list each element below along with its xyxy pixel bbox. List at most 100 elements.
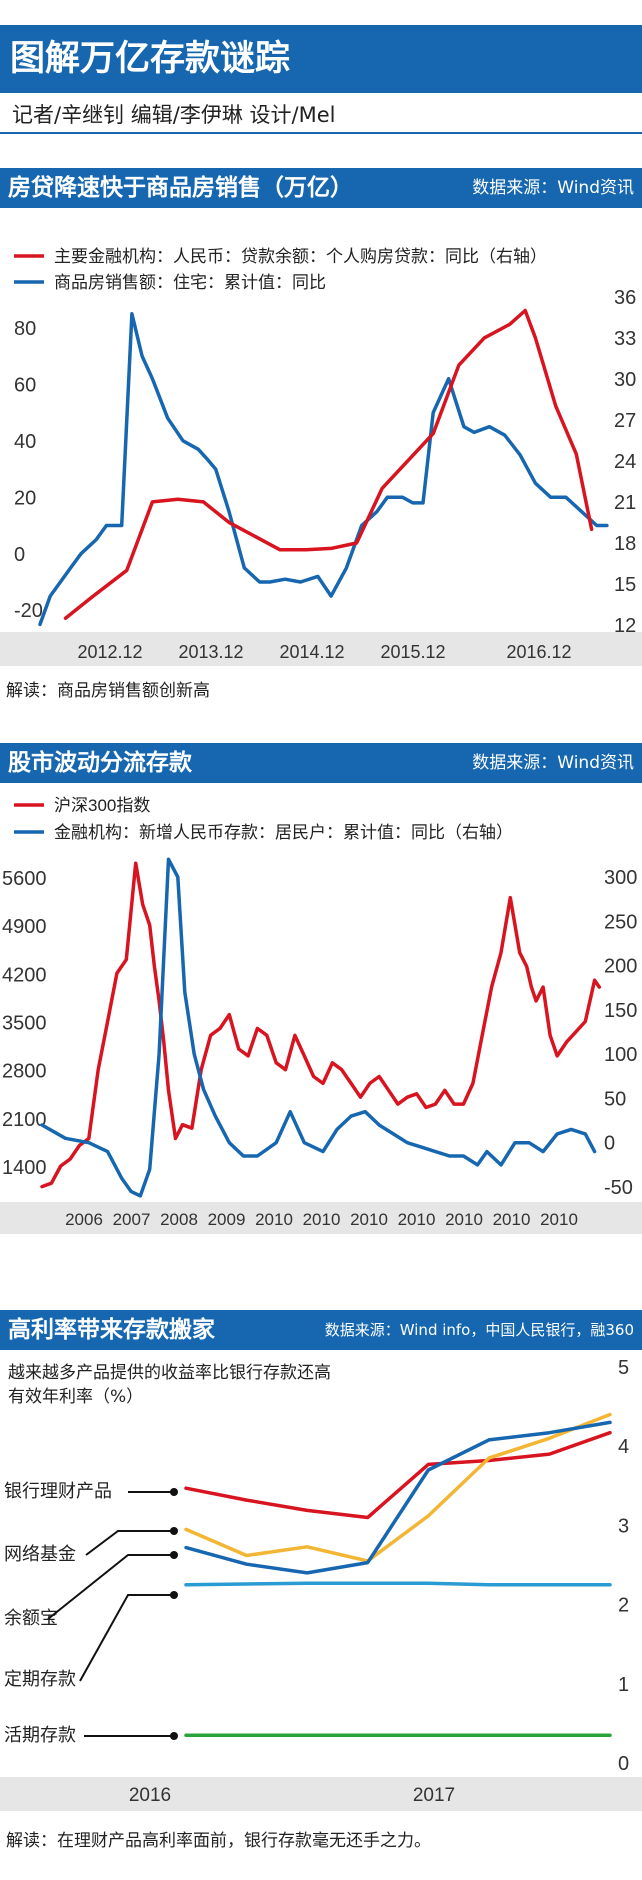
y-right-tick-label: 100 [604,1044,637,1066]
x-tick-label: 2014.12 [279,642,344,662]
y-left-tick-label: 40 [14,431,36,453]
y-left-tick-label: 2800 [2,1061,47,1083]
series-line-red [184,1430,612,1520]
chart2-x-band [0,1202,642,1234]
y-right-tick-label: 24 [614,451,636,473]
leader-dot [170,1488,178,1496]
legend-label: 沪深300指数 [54,796,150,815]
x-tick-label: 2010 [493,1210,531,1229]
series-line-red [40,861,602,1189]
leader-line [47,1554,174,1620]
y-tick-label: 2 [618,1595,629,1617]
x-tick-label: 2009 [208,1210,246,1229]
y-tick-label: 3 [618,1515,629,1537]
y-right-tick-label: 50 [604,1088,626,1110]
x-tick-label: 2010 [350,1210,388,1229]
x-tick-label: 2006 [65,1210,103,1229]
section3-source: 数据来源：Wind info，中国人民银行，融360 [324,1321,634,1339]
series-label: 余额宝 [4,1608,58,1628]
leader-dot [170,1551,178,1559]
y-tick-label: 0 [618,1753,629,1775]
y-left-tick-label: 0 [14,544,25,566]
leader-dot [170,1527,178,1535]
series-line-blue [184,1420,612,1575]
series-label: 定期存款 [4,1669,76,1689]
y-right-tick-label: 200 [604,956,637,978]
credits: 记者/辛继钊 编辑/李伊琳 设计/Mel [12,103,336,127]
series-line-blue [38,312,609,627]
y-tick-label: 1 [618,1674,629,1696]
section1-title-bar: 房贷降速快于商品房销售（万亿） 数据来源：Wind资讯 [0,168,642,208]
y-tick-label: 5 [618,1357,629,1379]
section2-title-bar: 股市波动分流存款 数据来源：Wind资讯 [0,743,642,783]
section1-title: 房贷降速快于商品房销售（万亿） [8,175,353,201]
section2-source: 数据来源：Wind资讯 [472,753,634,773]
y-right-tick-label: 15 [614,574,636,596]
section1-source: 数据来源：Wind资讯 [472,178,634,198]
chart3-x-band [0,1777,642,1811]
x-tick-label: 2007 [113,1210,151,1229]
legend-label: 商品房销售额：住宅：累计值：同比 [54,273,326,292]
y-left-tick-label: 4900 [2,916,47,938]
legend-label: 主要金融机构：人民币：贷款余额：个人购房贷款：同比（右轴） [54,247,547,266]
y-right-tick-label: 12 [614,615,636,637]
series-line-blue [40,857,597,1198]
x-tick-label: 2008 [160,1210,198,1229]
series-label: 网络基金 [4,1544,76,1564]
legend-label: 金融机构：新增人民币存款：居民户：累计值：同比（右轴） [54,823,513,842]
series-line-lightblue [184,1581,612,1587]
x-tick-label: 2016.12 [506,642,571,662]
y-right-tick-label: 30 [614,369,636,391]
section3-ylabel: 有效年利率（%） [8,1387,144,1407]
y-left-tick-label: 20 [14,487,36,509]
y-left-tick-label: -20 [14,600,43,622]
y-left-tick-label: 60 [14,374,36,396]
y-right-tick-label: -50 [604,1177,633,1199]
x-tick-label: 2016 [129,1785,171,1806]
y-left-tick-label: 4200 [2,964,47,986]
y-left-tick-label: 80 [14,318,36,340]
leader-dot [170,1732,178,1740]
y-right-tick-label: 18 [614,533,636,555]
section2-title: 股市波动分流存款 [8,750,192,776]
section1-note: 解读：商品房销售额创新高 [6,681,210,701]
series-line-red [63,308,594,620]
series-line-yellow [184,1412,612,1563]
x-tick-label: 2010 [398,1210,436,1229]
x-tick-label: 2015.12 [380,642,445,662]
y-right-tick-label: 36 [614,287,636,309]
series-label: 银行理财产品 [4,1481,112,1501]
x-tick-label: 2017 [413,1785,455,1806]
y-left-tick-label: 5600 [2,868,47,890]
section3-title-bar: 高利率带来存款搬家 数据来源：Wind info，中国人民银行，融360 [0,1310,642,1350]
x-tick-label: 2010 [303,1210,341,1229]
y-left-tick-label: 2100 [2,1109,47,1131]
y-right-tick-label: 300 [604,867,637,889]
section3-subtitle: 越来越多产品提供的收益率比银行存款还高 [8,1363,331,1383]
chart1-x-band [0,632,642,666]
y-left-tick-label: 3500 [2,1013,47,1035]
x-tick-label: 2013.12 [178,642,243,662]
y-right-tick-label: 150 [604,1000,637,1022]
y-left-tick-label: 1400 [2,1157,47,1179]
y-right-tick-label: 0 [604,1133,615,1155]
leader-line [79,1594,174,1682]
y-right-tick-label: 27 [614,410,636,432]
leader-dot [170,1591,178,1599]
x-tick-label: 2010 [445,1210,483,1229]
section3-note: 解读：在理财产品高利率面前，银行存款毫无还手之力。 [6,1831,431,1851]
y-right-tick-label: 33 [614,328,636,350]
x-tick-label: 2010 [540,1210,578,1229]
y-right-tick-label: 250 [604,911,637,933]
main-title: 图解万亿存款谜踪 [0,25,642,93]
y-right-tick-label: 21 [614,492,636,514]
series-label: 活期存款 [4,1725,76,1745]
x-tick-label: 2010 [255,1210,293,1229]
header-divider [0,132,642,134]
chart1-housing-loans: 主要金融机构：人民币：贷款余额：个人购房贷款：同比（右轴） 商品房销售额：住宅：累… [14,247,636,662]
section3-title: 高利率带来存款搬家 [8,1317,215,1343]
x-tick-label: 2012.12 [77,642,142,662]
leader-line [85,1530,174,1556]
